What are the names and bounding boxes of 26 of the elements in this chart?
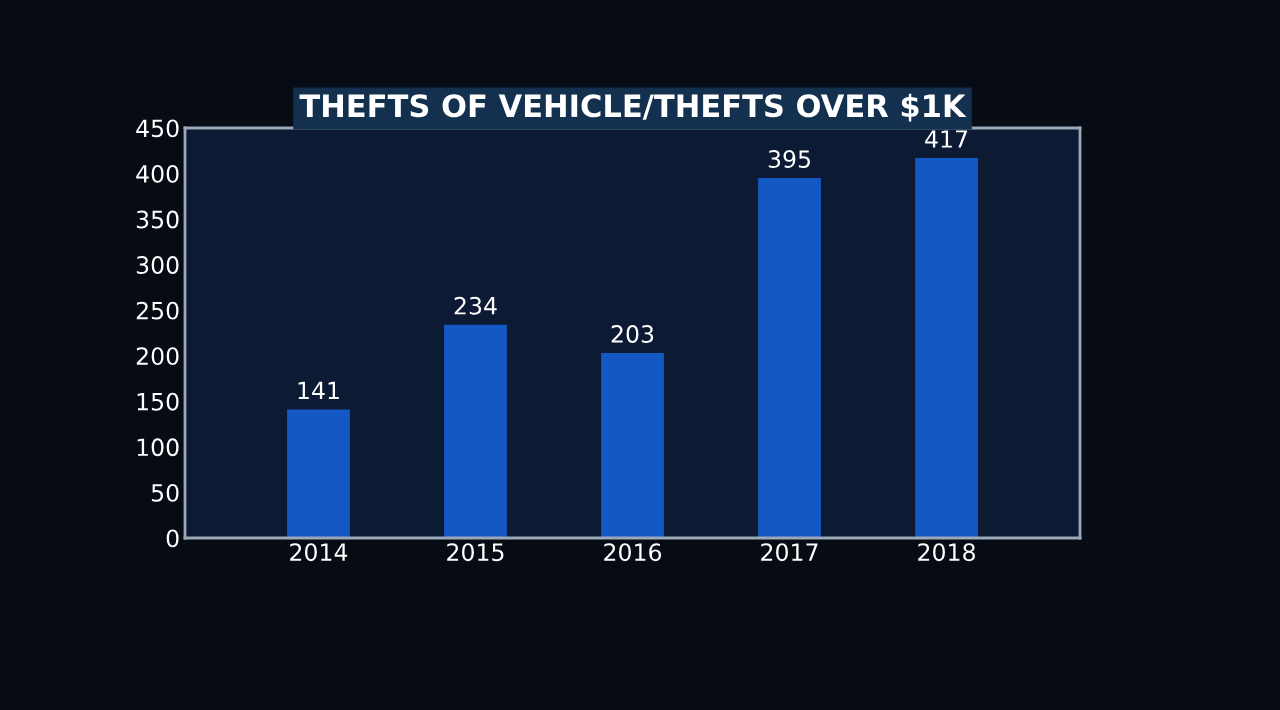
y-tick-label: 150 <box>137 392 179 411</box>
y-tick-label: 100 <box>137 438 179 457</box>
data-label: 141 <box>298 381 339 400</box>
y-tick-label: 50 <box>151 483 179 502</box>
data-label: 417 <box>925 130 968 148</box>
x-tick-label: 2016 <box>604 543 662 562</box>
y-tick-label: 200 <box>136 347 179 366</box>
x-tick-label: 2017 <box>761 543 818 562</box>
y-tick-label: 0 <box>166 529 179 548</box>
data-label: 234 <box>454 296 497 315</box>
x-tick-label: 2018 <box>918 543 975 562</box>
data-label: 203 <box>611 325 654 343</box>
bar <box>758 178 821 538</box>
chart-title: THEFTS OF VEHICLE/THEFTS OVER $1K <box>299 93 967 122</box>
bar <box>915 158 978 538</box>
data-label: 395 <box>768 150 810 168</box>
bar <box>287 409 350 538</box>
y-tick-label: 350 <box>136 210 179 229</box>
x-tick-label: 2014 <box>290 543 348 562</box>
y-tick-label: 250 <box>136 301 179 320</box>
y-tick-label: 450 <box>136 119 179 138</box>
bar <box>601 353 664 538</box>
x-tick-label: 2015 <box>447 543 504 562</box>
y-tick-label: 400 <box>136 165 179 183</box>
bar <box>444 324 507 538</box>
y-tick-label: 300 <box>136 256 179 274</box>
